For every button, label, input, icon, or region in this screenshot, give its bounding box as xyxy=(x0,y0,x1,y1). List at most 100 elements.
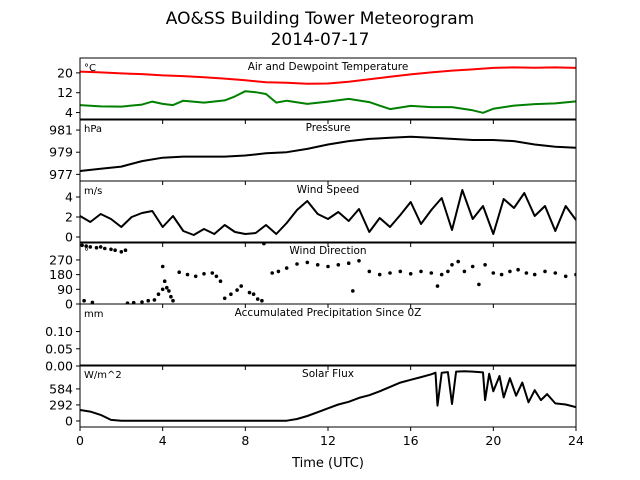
data-point xyxy=(140,300,144,304)
data-point xyxy=(90,300,95,304)
data-point xyxy=(270,271,275,275)
y-tick-label: 981 xyxy=(49,123,73,138)
data-point xyxy=(152,298,157,302)
panel-1: 4 12 20 °C Air and Dewpoint Temperature xyxy=(57,57,577,124)
data-point xyxy=(177,270,181,275)
data-point xyxy=(429,271,434,275)
data-point xyxy=(235,288,239,292)
data-point xyxy=(109,247,113,252)
series-line-1 xyxy=(80,370,576,422)
data-point xyxy=(439,272,444,277)
data-point xyxy=(543,269,547,274)
data-point xyxy=(516,267,520,272)
data-point xyxy=(94,245,99,250)
data-point xyxy=(462,269,467,274)
y-tick-label: 0 xyxy=(65,230,73,245)
x-tick-label: 4 xyxy=(159,433,167,448)
panel-unit: hPa xyxy=(84,124,102,135)
data-point xyxy=(398,269,403,274)
data-point xyxy=(202,272,206,276)
panel-title: Wind Speed xyxy=(297,184,360,196)
y-tick-label: 2 xyxy=(65,210,73,225)
data-point xyxy=(119,250,124,254)
data-point xyxy=(131,300,136,304)
data-point xyxy=(450,263,454,267)
data-point xyxy=(185,272,190,277)
panel-5: 0.00 0.05 0.10 mm Accumulated Precipitation … xyxy=(45,303,577,374)
panel-title: Pressure xyxy=(306,122,351,134)
panel-3: 0 2 4 m/s Wind Speed xyxy=(65,180,577,247)
data-point xyxy=(160,264,165,269)
data-point xyxy=(214,274,219,279)
x-tick-label: 12 xyxy=(320,433,336,448)
data-point xyxy=(377,272,382,277)
data-point xyxy=(82,298,86,303)
data-point xyxy=(84,244,88,248)
data-point xyxy=(351,289,355,293)
data-point xyxy=(146,298,150,303)
figure-title: AO&SS Building Tower Meteorogram xyxy=(166,9,474,29)
data-point xyxy=(336,263,341,267)
y-tick-label: 0.05 xyxy=(45,341,73,356)
y-tick-label: 292 xyxy=(49,397,73,412)
y-tick-label: 979 xyxy=(49,145,73,160)
data-point xyxy=(305,260,310,265)
data-point xyxy=(218,279,223,284)
x-tick-label: 16 xyxy=(403,433,419,448)
data-point xyxy=(103,246,107,251)
data-point xyxy=(456,259,461,264)
data-point xyxy=(125,301,130,304)
data-point xyxy=(247,290,252,295)
y-tick-label: 977 xyxy=(49,167,73,182)
data-point xyxy=(553,271,558,275)
data-point xyxy=(491,271,496,275)
data-point xyxy=(446,269,450,274)
data-point xyxy=(357,259,361,263)
data-point xyxy=(123,248,128,252)
series-line-1 xyxy=(80,66,576,85)
panel-unit: m/s xyxy=(84,186,102,197)
figure-subtitle: 2014-07-17 xyxy=(271,30,370,50)
panel-title: Air and Dewpoint Temperature xyxy=(248,61,409,73)
data-point xyxy=(171,298,175,303)
x-tick-label: 0 xyxy=(76,433,84,448)
data-point xyxy=(477,282,481,287)
data-point xyxy=(165,285,169,290)
data-point xyxy=(499,272,504,277)
data-point xyxy=(532,272,537,277)
y-tick-label: 0.00 xyxy=(45,359,73,374)
data-point xyxy=(295,262,299,266)
x-tick-label: 24 xyxy=(568,433,584,448)
y-tick-label: 0.10 xyxy=(45,324,73,339)
data-point xyxy=(222,296,227,301)
y-tick-label: 90 xyxy=(57,282,73,297)
data-point xyxy=(260,298,264,303)
data-point xyxy=(80,243,84,248)
data-point xyxy=(193,274,198,279)
data-point xyxy=(315,263,320,267)
panel-unit: °C xyxy=(84,63,96,74)
data-point xyxy=(483,263,487,267)
data-point xyxy=(169,294,173,299)
data-point xyxy=(563,274,568,279)
data-point xyxy=(408,272,413,276)
data-point xyxy=(367,269,372,274)
data-point xyxy=(167,289,171,293)
y-tick-label: 270 xyxy=(49,252,73,267)
data-point xyxy=(162,279,167,284)
y-tick-label: 180 xyxy=(49,267,73,282)
y-tick-label: 0 xyxy=(65,413,73,428)
data-point xyxy=(435,284,440,288)
y-tick-label: 584 xyxy=(49,381,73,396)
data-point xyxy=(346,261,351,266)
data-point xyxy=(251,292,256,297)
data-point xyxy=(210,271,215,275)
x-axis-label: Time (UTC) xyxy=(291,456,364,471)
data-point xyxy=(524,271,529,275)
panel-unit: ° xyxy=(84,247,89,258)
data-point xyxy=(113,248,117,252)
